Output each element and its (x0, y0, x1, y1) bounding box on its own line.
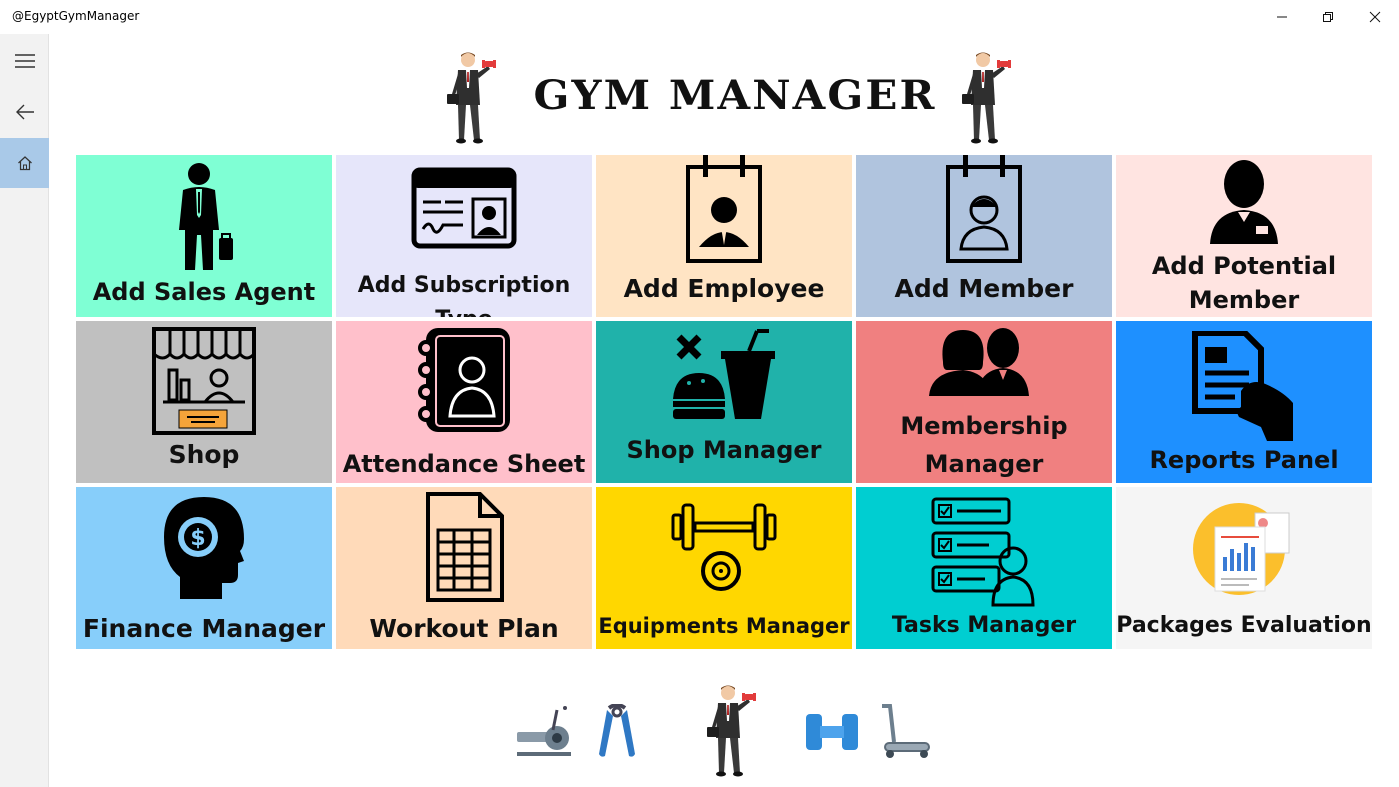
hand-gripper-icon (595, 703, 639, 764)
money-head-icon: $ (76, 495, 332, 599)
tile-label: Add Subscription Type (357, 273, 571, 317)
membership-manager-tile[interactable]: Membership Manager (856, 321, 1112, 483)
svg-text:$: $ (190, 526, 205, 551)
sales-agent-icon (76, 160, 332, 270)
tile-label: Shop Manager (626, 436, 822, 464)
contact-book-icon (336, 326, 592, 436)
shop-manager-tile[interactable]: Shop Manager (596, 321, 852, 483)
add-potential-member-tile[interactable]: Add Potential Member (1116, 155, 1372, 317)
tile-label: Attendance Sheet (342, 450, 586, 478)
barbell-icon (596, 501, 852, 591)
tile-label: Tasks Manager (891, 613, 1077, 638)
member-badge-icon (856, 155, 1112, 265)
storefront-icon (76, 326, 332, 436)
tile-label: Shop (168, 440, 240, 469)
attendance-sheet-tile[interactable]: Attendance Sheet (336, 321, 592, 483)
title-bar: @EgyptGymManager (0, 0, 1399, 34)
restore-button[interactable] (1305, 0, 1351, 34)
spreadsheet-icon (336, 492, 592, 602)
tile-label: Add Employee (623, 274, 825, 303)
trainer-mascot-image (440, 50, 500, 149)
tile-label: Packages Evaluation (1116, 613, 1372, 638)
trainer-mascot-image (955, 50, 1015, 149)
exercise-bike-icon (517, 704, 575, 762)
food-drink-icon (596, 329, 852, 421)
report-hand-icon (1116, 331, 1372, 441)
tile-label: Membership Manager (900, 412, 1068, 478)
tile-label: Add Sales Agent (92, 278, 316, 306)
back-arrow-icon (15, 104, 34, 120)
tile-label: Reports Panel (1149, 446, 1339, 474)
add-employee-tile[interactable]: Add Employee (596, 155, 852, 317)
tasks-manager-tile[interactable]: Tasks Manager (856, 487, 1112, 649)
id-card-icon (336, 167, 592, 249)
tile-label: Add Potential Member (1151, 252, 1337, 314)
tile-label: Add Member (894, 274, 1074, 303)
couple-icon (856, 326, 1112, 396)
side-navigation (0, 34, 49, 787)
reports-panel-tile[interactable]: Reports Panel (1116, 321, 1372, 483)
add-subscription-type-tile[interactable]: Add Subscription Type (336, 155, 592, 317)
workout-plan-tile[interactable]: Workout Plan (336, 487, 592, 649)
shop-tile[interactable]: Shop (76, 321, 332, 483)
tile-label: Finance Manager (82, 614, 326, 643)
hamburger-icon (14, 54, 35, 68)
packages-evaluation-tile[interactable]: Packages Evaluation (1116, 487, 1372, 649)
task-list-icon (856, 497, 1112, 607)
treadmill-icon (876, 704, 932, 764)
page-title: GYM MANAGER (533, 72, 937, 119)
employee-badge-icon (596, 155, 852, 265)
close-button[interactable] (1352, 0, 1398, 34)
potential-member-icon (1116, 160, 1372, 244)
tile-label: Workout Plan (369, 614, 559, 643)
app-title: @EgyptGymManager (12, 9, 140, 23)
chart-report-icon (1116, 499, 1372, 599)
equipments-manager-tile[interactable]: Equipments Manager (596, 487, 852, 649)
add-member-tile[interactable]: Add Member (856, 155, 1112, 317)
dumbbell-icon (804, 712, 860, 756)
home-button[interactable] (0, 138, 49, 188)
close-icon (1369, 11, 1381, 23)
add-sales-agent-tile[interactable]: Add Sales Agent (76, 155, 332, 317)
minimize-button[interactable] (1259, 0, 1305, 34)
finance-manager-tile[interactable]: $ Finance Manager (76, 487, 332, 649)
home-icon (17, 156, 32, 171)
back-button[interactable] (0, 87, 49, 137)
minimize-icon (1277, 16, 1287, 18)
restore-icon (1323, 12, 1333, 22)
trainer-mascot-image (700, 683, 760, 782)
hamburger-menu-button[interactable] (0, 36, 49, 86)
dashboard-grid: Add Sales Agent Add Subscription Type (76, 155, 1374, 650)
tile-label: Equipments Manager (598, 614, 850, 638)
